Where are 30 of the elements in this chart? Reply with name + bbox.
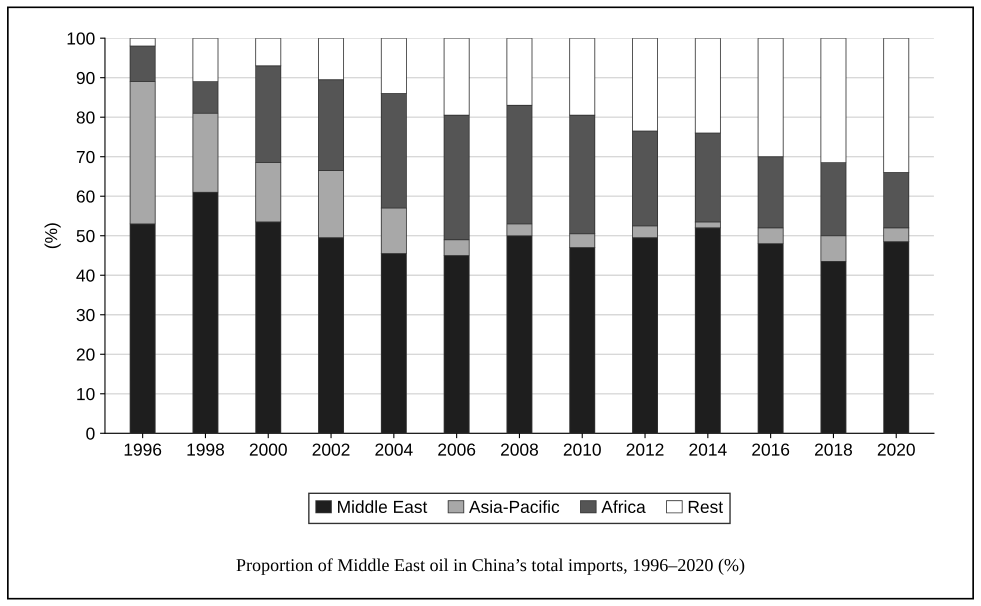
x-tick-label: 2002 xyxy=(312,443,350,456)
y-tick-label: 20 xyxy=(76,348,95,361)
legend-label: Middle East xyxy=(338,500,428,514)
x-tick-label: 1996 xyxy=(124,443,162,456)
y-tick-label: 100 xyxy=(68,32,95,45)
x-tick-label: 2018 xyxy=(815,443,852,456)
legend-label: Africa xyxy=(601,500,646,514)
x-tick-label: 2010 xyxy=(564,443,601,456)
y-tick-label: 50 xyxy=(76,230,95,242)
y-tick-label: 30 xyxy=(76,308,95,322)
y-tick-label: 40 xyxy=(76,269,95,282)
y-tick-label: 80 xyxy=(76,111,95,124)
x-tick-label: 2008 xyxy=(501,443,538,456)
legend-label: Rest xyxy=(688,500,723,514)
x-tick-label: 1998 xyxy=(187,443,224,456)
y-tick-label: 60 xyxy=(76,190,95,203)
y-tick-label: 70 xyxy=(76,150,95,164)
x-tick-label: 2012 xyxy=(626,443,664,456)
y-tick-label: 10 xyxy=(77,388,95,400)
x-tick-label: 2014 xyxy=(689,443,727,456)
legend-label: Asia-Pacific xyxy=(469,500,560,514)
y-tick-label: 0 xyxy=(86,427,95,440)
y-tick-label: 90 xyxy=(76,72,95,84)
text: Proportion of Middle East oil in China’s total imports, 1996–2020 (%) xyxy=(236,558,744,575)
x-tick-label: 2006 xyxy=(438,443,476,456)
x-tick-label: 2020 xyxy=(878,443,915,456)
x-tick-label: 2000 xyxy=(250,443,287,456)
x-tick-label: 2016 xyxy=(752,443,790,456)
x-tick-label: 2004 xyxy=(375,443,413,456)
y-axis-title: (%) xyxy=(44,223,61,248)
